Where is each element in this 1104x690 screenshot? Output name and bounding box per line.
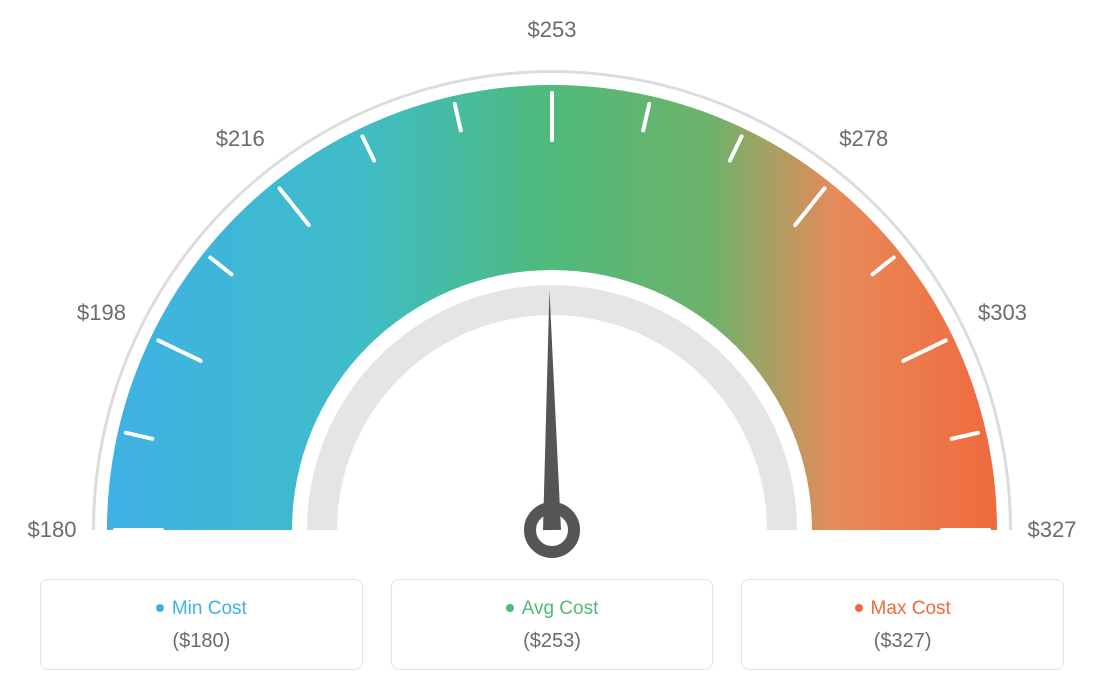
min-cost-value: ($180) [51, 630, 352, 653]
min-cost-label: Min Cost [172, 598, 247, 619]
max-dot-icon [855, 604, 863, 612]
gauge-tick-label: $303 [978, 300, 1027, 326]
min-cost-card: Min Cost ($180) [40, 579, 363, 670]
max-cost-label: Max Cost [871, 598, 951, 619]
gauge-tick-label: $216 [216, 126, 265, 152]
max-cost-card: Max Cost ($327) [741, 579, 1064, 670]
max-cost-title: Max Cost [752, 598, 1053, 620]
gauge-tick-label: $180 [28, 517, 77, 543]
gauge-tick-label: $278 [839, 126, 888, 152]
min-cost-title: Min Cost [51, 598, 352, 620]
legend-row: Min Cost ($180) Avg Cost ($253) Max Cost… [40, 579, 1064, 670]
avg-dot-icon [506, 604, 514, 612]
avg-cost-label: Avg Cost [522, 598, 599, 619]
min-dot-icon [156, 604, 164, 612]
max-cost-value: ($327) [752, 630, 1053, 653]
avg-cost-title: Avg Cost [402, 598, 703, 620]
avg-cost-card: Avg Cost ($253) [391, 579, 714, 670]
gauge-tick-label: $253 [528, 17, 577, 43]
gauge-svg [62, 20, 1042, 560]
avg-cost-value: ($253) [402, 630, 703, 653]
gauge-tick-label: $198 [77, 300, 126, 326]
gauge-chart: $180 $198 $216 $253 $278 $303 $327 [0, 0, 1104, 570]
gauge-tick-label: $327 [1028, 517, 1077, 543]
